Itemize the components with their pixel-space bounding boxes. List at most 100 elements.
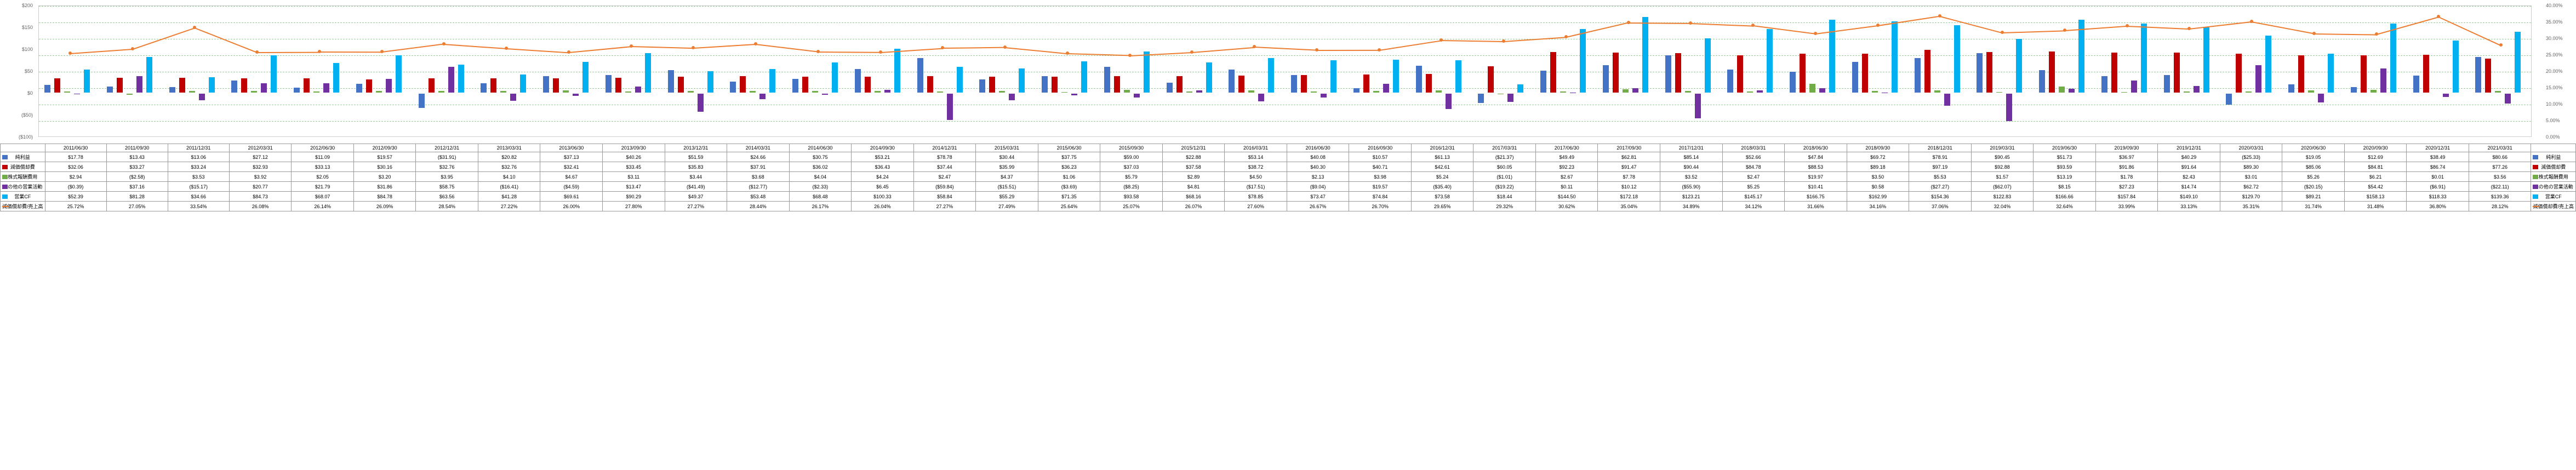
- cell: $4.50: [1225, 172, 1287, 182]
- cell: $14.74: [2158, 182, 2220, 192]
- cell: $10.41: [1785, 182, 1847, 192]
- cell: ($25.33): [2220, 152, 2282, 162]
- bar-net: [2226, 94, 2232, 105]
- bar-stk: [2371, 90, 2377, 93]
- cell: $51.73: [2034, 152, 2096, 162]
- cell: $40.30: [1287, 162, 1349, 172]
- bar-dep: [1426, 74, 1432, 93]
- period-header: 2017/09/30: [1598, 144, 1660, 152]
- cell: $12.69: [2344, 152, 2407, 162]
- cell: $36.97: [2095, 152, 2158, 162]
- bar-net: [2413, 76, 2419, 93]
- ratio-point: [505, 47, 508, 50]
- cell: $89.18: [1847, 162, 1909, 172]
- row-label-dep: 減価償却費: [10, 164, 35, 170]
- period-header: 2011/12/31: [168, 144, 229, 152]
- cell: 37.06%: [1909, 202, 1972, 211]
- cell: ($2.33): [789, 182, 852, 192]
- data-table: 2011/06/302011/09/302011/12/312012/03/31…: [0, 144, 2576, 211]
- cell: $3.52: [1660, 172, 1723, 182]
- bar-dep: [927, 76, 933, 93]
- bar-stk: [1872, 91, 1878, 93]
- bar-net: [606, 75, 612, 93]
- cell: $91.64: [2158, 162, 2220, 172]
- bar-dep: [615, 78, 621, 93]
- bar-stk: [438, 91, 444, 93]
- bar-net: [792, 79, 798, 93]
- bar-stk: [2246, 91, 2252, 93]
- bar-stk: [1996, 92, 2002, 93]
- cell: ($15.17): [168, 182, 229, 192]
- ratio-point: [2499, 43, 2503, 47]
- bar-dep: [1800, 54, 1806, 93]
- bar-stk: [189, 91, 195, 93]
- cell: ($6.91): [2407, 182, 2469, 192]
- bar-dep: [1924, 50, 1930, 93]
- cell: $4.10: [478, 172, 540, 182]
- ratio-point: [567, 50, 570, 54]
- cell: $4.67: [540, 172, 603, 182]
- bar-net: [668, 70, 674, 93]
- bar-oth: [1446, 94, 1452, 109]
- ratio-point: [630, 44, 633, 48]
- cell: ($62.07): [1971, 182, 2034, 192]
- period-header: 2015/12/31: [1162, 144, 1225, 152]
- cell: 25.64%: [1038, 202, 1100, 211]
- period-header: 2017/06/30: [1535, 144, 1598, 152]
- cell: ($1.01): [1473, 172, 1536, 182]
- cell: 33.54%: [168, 202, 229, 211]
- ratio-point: [1315, 48, 1318, 51]
- bar-cf: [582, 62, 589, 93]
- cell: 26.04%: [852, 202, 914, 211]
- cell: 26.17%: [789, 202, 852, 211]
- bar-net: [2351, 87, 2357, 93]
- cell: $69.72: [1847, 152, 1909, 162]
- ratio-point: [1378, 48, 1381, 51]
- cell: ($41.49): [665, 182, 727, 192]
- cell: 27.05%: [106, 202, 168, 211]
- cell: $74.84: [1349, 192, 1412, 202]
- bar-dep: [241, 78, 247, 93]
- cell: $144.50: [1535, 192, 1598, 202]
- bar-dep: [1114, 76, 1120, 93]
- bar-net: [2164, 75, 2170, 93]
- period-header: 2018/06/30: [1785, 144, 1847, 152]
- bar-dep: [1675, 53, 1681, 93]
- cell: $89.21: [2282, 192, 2345, 202]
- bar-stk: [1934, 90, 1940, 93]
- cell: $2.67: [1535, 172, 1598, 182]
- bar-oth: [323, 83, 329, 93]
- bar-cf: [1892, 21, 1898, 93]
- period-header: 2012/06/30: [292, 144, 354, 152]
- cell: $3.56: [2469, 172, 2531, 182]
- bar-cf: [84, 70, 90, 93]
- cell: $32.76: [416, 162, 478, 172]
- bar-cf: [146, 57, 152, 93]
- cell: $0.01: [2407, 172, 2469, 182]
- bar-net: [1353, 88, 1360, 93]
- bar-oth: [2318, 94, 2324, 102]
- bar-cf: [1019, 68, 1025, 93]
- bar-oth: [947, 94, 953, 120]
- cell: 26.14%: [292, 202, 354, 211]
- bar-oth: [1071, 94, 1077, 95]
- cell: $4.24: [852, 172, 914, 182]
- cell: $38.49: [2407, 152, 2469, 162]
- ratio-point: [2063, 28, 2066, 32]
- cell: ($55.90): [1660, 182, 1723, 192]
- cell: 32.64%: [2034, 202, 2096, 211]
- cell: $34.66: [168, 192, 229, 202]
- cell: $36.02: [789, 162, 852, 172]
- bar-net: [1291, 75, 1297, 93]
- cell: 34.12%: [1722, 202, 1785, 211]
- bar-stk: [500, 91, 506, 93]
- bar-net: [855, 69, 861, 93]
- ratio-point: [2375, 32, 2378, 36]
- bar-dep: [1363, 74, 1369, 93]
- cell: $122.83: [1971, 192, 2034, 202]
- cell: $2.94: [45, 172, 106, 182]
- bar-cf: [2390, 24, 2396, 93]
- cell: $47.84: [1785, 152, 1847, 162]
- cell: $3.44: [665, 172, 727, 182]
- cell: 28.54%: [416, 202, 478, 211]
